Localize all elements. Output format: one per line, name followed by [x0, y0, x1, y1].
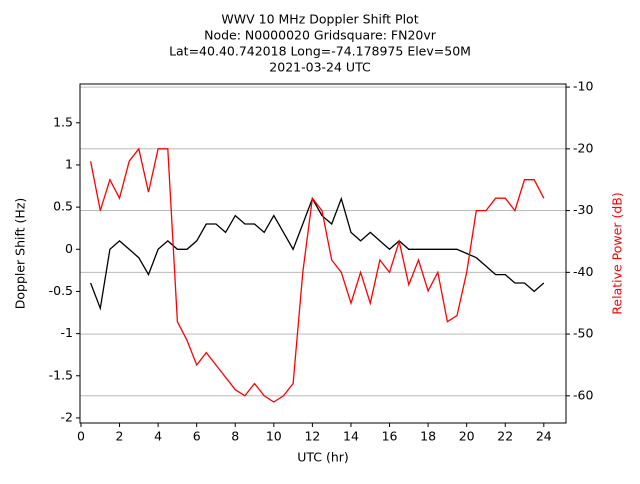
x-tick-label: 4 [154, 429, 162, 444]
plot-frame [79, 83, 567, 424]
x-tick-label: 2 [116, 429, 124, 444]
x-tick-label: 14 [343, 429, 359, 444]
y2-tick-label: -30 [573, 202, 593, 217]
y2-axis-label: Relative Power (dB) [610, 192, 625, 314]
x-tick-label: 16 [382, 429, 398, 444]
chart-title: 2021-03-24 UTC [269, 60, 371, 75]
chart-title: Lat=40.40.742018 Long=-74.178975 Elev=50… [169, 44, 471, 59]
y2-tick-label: -40 [573, 264, 593, 279]
y-tick-label: 1.5 [53, 114, 73, 129]
y-tick-label: 1 [65, 156, 73, 171]
y-tick-label: -0.5 [49, 283, 73, 298]
y2-tick-label: -50 [573, 326, 593, 341]
data-line [89, 196, 545, 311]
x-tick-label: 18 [420, 429, 436, 444]
y-tick-label: 0.5 [53, 199, 73, 214]
y2-tick-label: -20 [573, 140, 593, 155]
x-tick-label: 6 [193, 429, 201, 444]
y2-tick-label: -60 [573, 387, 593, 402]
x-tick-label: 10 [266, 429, 282, 444]
y-tick-label: -1 [61, 325, 73, 340]
y-tick-label: 0 [65, 241, 73, 256]
x-tick-label: 24 [536, 429, 552, 444]
y2-tick-label: -10 [573, 79, 593, 94]
x-axis-label: UTC (hr) [297, 450, 349, 465]
x-tick-label: 22 [497, 429, 513, 444]
x-tick-label: 20 [459, 429, 475, 444]
x-tick-label: 8 [231, 429, 239, 444]
data-line [89, 147, 545, 403]
y-tick-label: -2 [61, 409, 73, 424]
x-tick-label: 0 [77, 429, 85, 444]
x-tick-label: 12 [304, 429, 320, 444]
y-tick-label: -1.5 [49, 367, 73, 382]
chart-title: WWV 10 MHz Doppler Shift Plot [221, 12, 418, 27]
y-axis-label: Doppler Shift (Hz) [13, 198, 28, 310]
chart-title: Node: N0000020 Gridsquare: FN20vr [204, 28, 437, 43]
